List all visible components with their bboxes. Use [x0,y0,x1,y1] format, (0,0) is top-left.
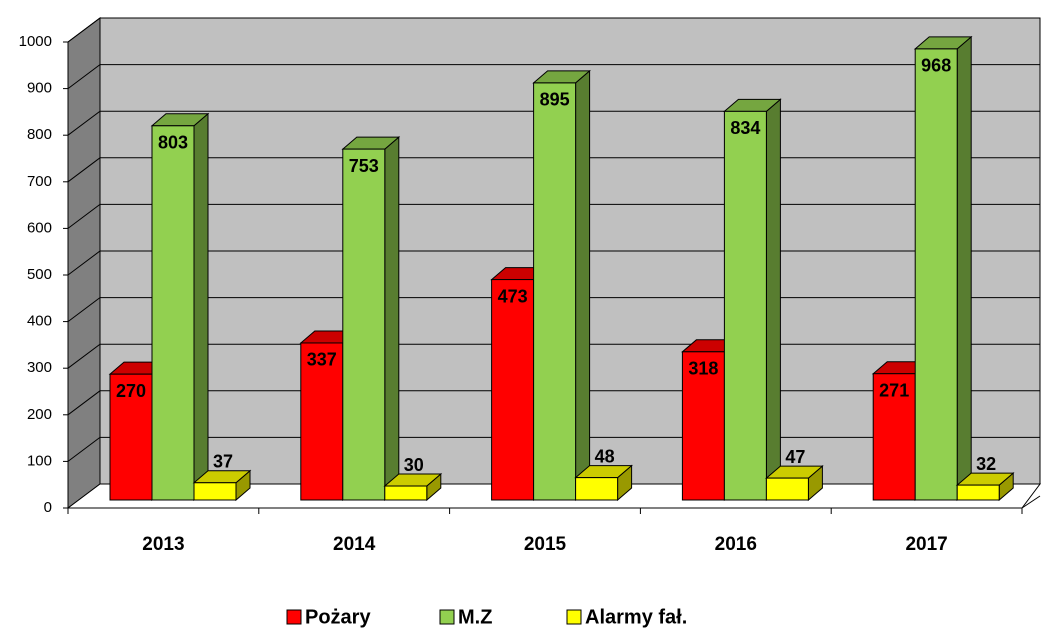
x-tick-label: 2013 [142,534,184,555]
value-label: 47 [785,447,805,467]
value-label: 271 [879,380,909,400]
value-label: 37 [213,452,233,472]
value-label: 30 [404,455,424,475]
legend-label: Alarmy fał. [585,606,687,628]
bar [533,82,577,501]
bar-side [956,35,972,502]
bar [765,477,809,501]
legend-swatch [439,609,455,625]
value-label: 803 [158,133,188,153]
y-tick-label: 300 [27,359,52,376]
value-label: 270 [116,381,146,401]
bar [914,48,958,501]
bar-side [384,136,400,502]
value-label: 834 [730,118,760,138]
y-tick-label: 200 [27,406,52,423]
x-tick-label: 2016 [715,534,757,555]
grid-line [67,64,1040,89]
y-tick-label: 500 [27,266,52,283]
bar [575,477,619,501]
bar [193,482,237,501]
y-tick-label: 700 [27,173,52,190]
bar-side [193,112,209,502]
value-label: 337 [307,350,337,370]
y-tick-label: 800 [27,126,52,143]
legend-label: Pożary [305,606,371,628]
y-tick-label: 400 [27,313,52,330]
value-label: 32 [976,454,996,474]
bar [384,485,428,501]
bar [723,110,767,501]
y-tick-label: 600 [27,219,52,236]
legend-label: M.Z [458,606,492,628]
bar [342,148,386,501]
value-label: 753 [349,156,379,176]
y-tick-label: 1000 [19,33,52,50]
legend-swatch [566,609,582,625]
value-label: 318 [688,359,718,379]
x-tick-label: 2015 [524,534,567,555]
bar [956,484,1000,501]
legend-swatch [286,609,302,625]
bar [300,342,344,501]
x-axis-depth [1021,495,1041,509]
bar [151,125,195,501]
value-label: 968 [921,56,951,76]
value-label: 48 [595,446,615,466]
value-label: 895 [540,90,570,110]
grid-line [67,17,1040,43]
bar-side [765,98,781,502]
bar-side [575,69,591,502]
x-tick-label: 2017 [905,534,947,555]
value-label: 473 [498,286,528,306]
y-tick-label: 100 [27,452,52,469]
y-tick-label: 0 [44,499,52,516]
bar [872,373,916,501]
x-tick-label: 2014 [333,534,376,555]
bar [491,279,535,501]
y-tick-label: 900 [27,80,52,97]
